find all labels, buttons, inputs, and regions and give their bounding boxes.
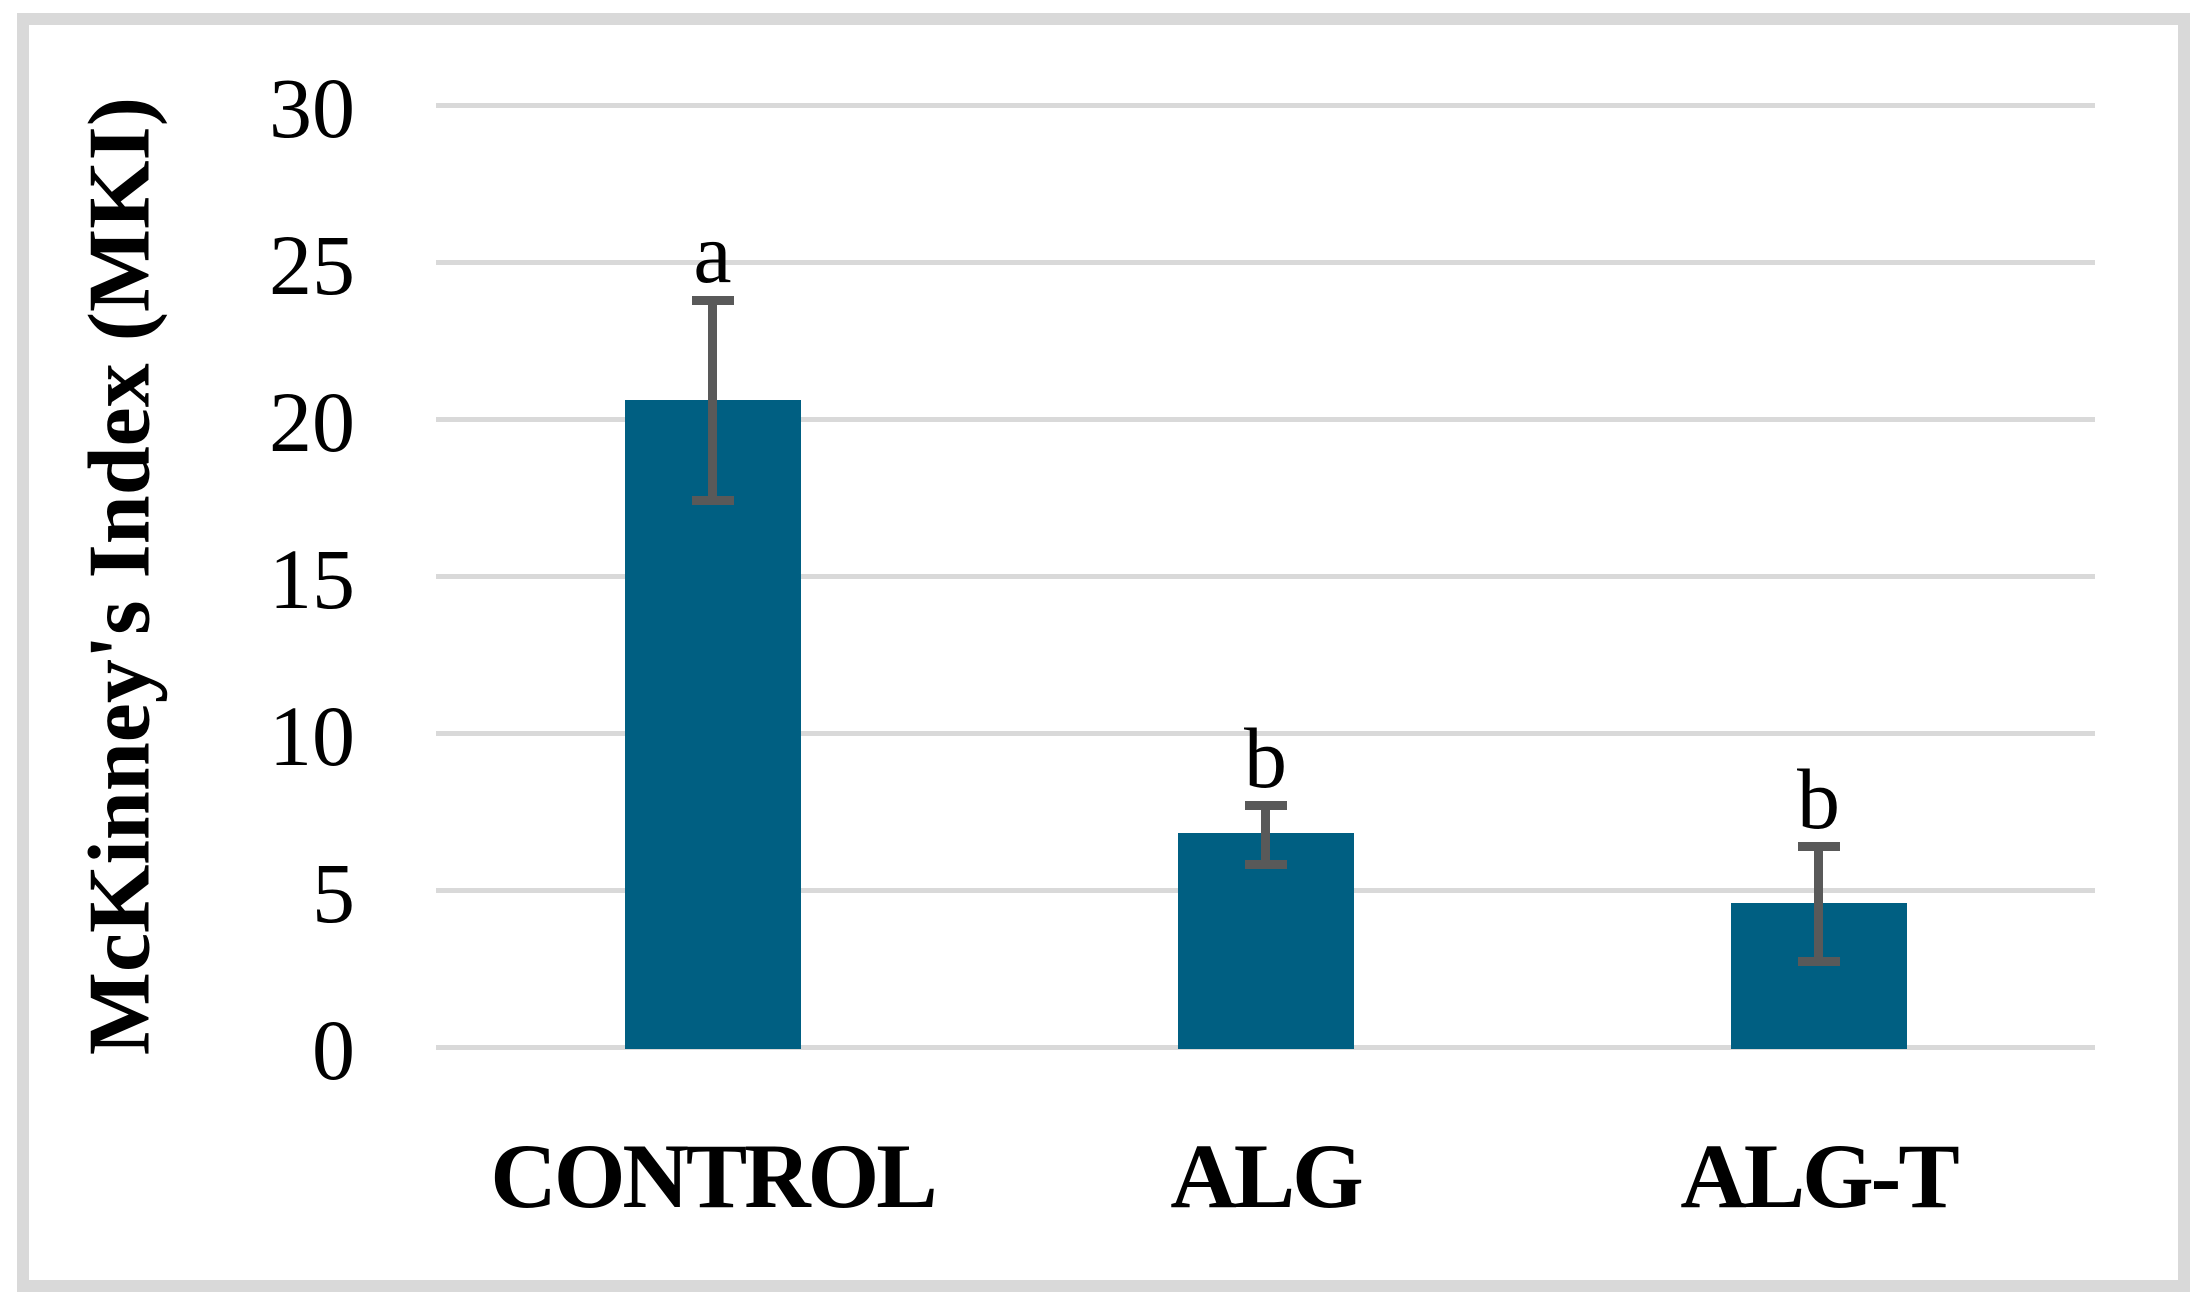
y-tick-label: 15 [269, 531, 355, 627]
y-tick-label: 20 [269, 374, 355, 470]
error-bar [708, 299, 717, 501]
x-category-label: ALG [1170, 1125, 1363, 1227]
y-tick-label: 30 [269, 60, 355, 156]
y-tick-label: 25 [269, 217, 355, 313]
error-bar-cap [1244, 801, 1287, 811]
error-bar-cap [1797, 957, 1840, 967]
y-tick-label: 0 [312, 1002, 355, 1098]
x-category-label: CONTROL [490, 1125, 937, 1227]
error-bar [1814, 846, 1823, 963]
error-bar-cap [691, 295, 734, 305]
y-tick-label: 10 [269, 688, 355, 784]
gridline [436, 260, 2095, 265]
chart-frame [17, 13, 2190, 1292]
error-bar-cap [1797, 842, 1840, 852]
gridline [436, 417, 2095, 422]
error-bar-cap [691, 495, 734, 505]
gridline [436, 731, 2095, 736]
significance-letter: b [1244, 710, 1287, 807]
error-bar-cap [1244, 859, 1287, 869]
bar [624, 400, 801, 1049]
gridline [436, 103, 2095, 108]
y-tick-label: 5 [312, 845, 355, 941]
significance-letter: b [1797, 751, 1840, 848]
x-category-label: ALG-T [1680, 1125, 1959, 1227]
gridline [436, 574, 2095, 579]
significance-letter: a [693, 204, 732, 301]
error-bar [1261, 805, 1270, 865]
bar [1177, 833, 1354, 1049]
y-axis-title: McKinney's Index (MKI) [71, 96, 169, 1056]
